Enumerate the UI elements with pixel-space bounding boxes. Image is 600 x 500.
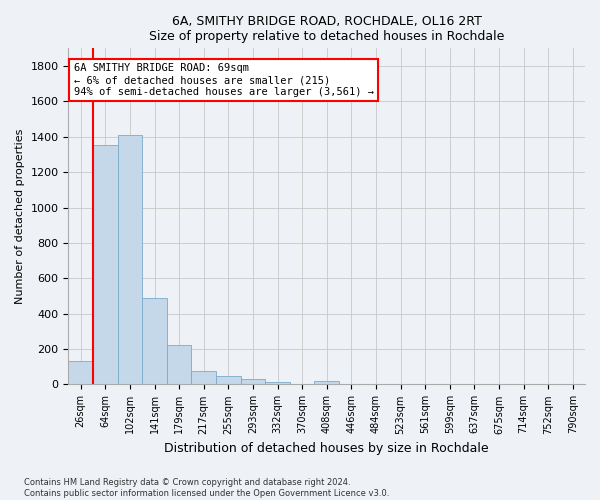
Bar <box>241 380 265 384</box>
X-axis label: Distribution of detached houses by size in Rochdale: Distribution of detached houses by size … <box>164 442 489 455</box>
Bar <box>216 376 241 384</box>
Bar <box>191 371 216 384</box>
Title: 6A, SMITHY BRIDGE ROAD, ROCHDALE, OL16 2RT
Size of property relative to detached: 6A, SMITHY BRIDGE ROAD, ROCHDALE, OL16 2… <box>149 15 505 43</box>
Bar <box>167 344 191 385</box>
Text: Contains HM Land Registry data © Crown copyright and database right 2024.
Contai: Contains HM Land Registry data © Crown c… <box>24 478 389 498</box>
Bar <box>265 382 290 384</box>
Bar <box>93 144 118 384</box>
Bar <box>314 381 339 384</box>
Bar <box>142 298 167 384</box>
Y-axis label: Number of detached properties: Number of detached properties <box>15 128 25 304</box>
Bar <box>68 360 93 384</box>
Bar <box>118 135 142 384</box>
Text: 6A SMITHY BRIDGE ROAD: 69sqm
← 6% of detached houses are smaller (215)
94% of se: 6A SMITHY BRIDGE ROAD: 69sqm ← 6% of det… <box>74 64 374 96</box>
